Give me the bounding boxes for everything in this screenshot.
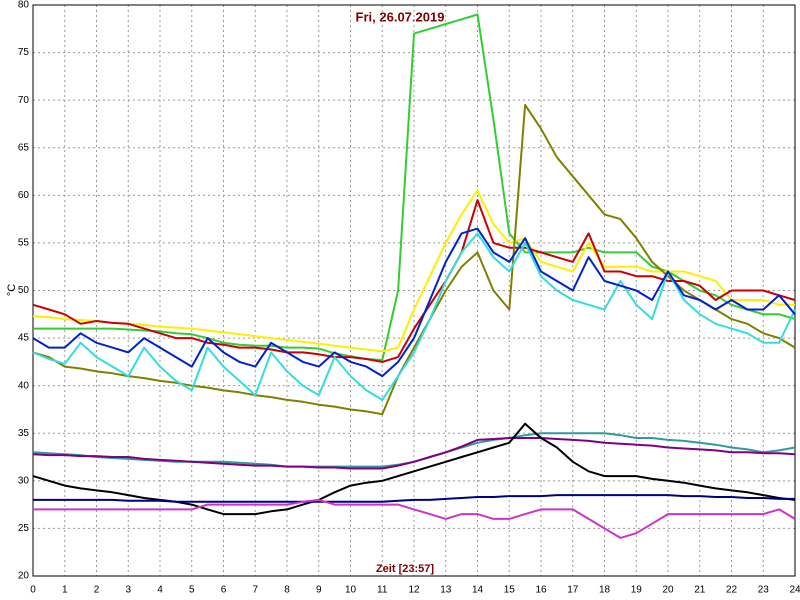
x-tick-label: 9 [316,585,322,596]
y-tick-label: 40 [18,380,30,391]
x-tick-label: 1 [62,585,68,596]
x-tick-label: 14 [472,585,484,596]
x-tick-label: 19 [631,585,643,596]
x-tick-label: 6 [221,585,227,596]
y-tick-label: 45 [18,333,30,344]
y-tick-label: 75 [18,47,30,58]
x-tick-label: 8 [284,585,290,596]
x-tick-label: 24 [789,585,800,596]
data-line [33,498,796,539]
x-tick-label: 12 [408,585,420,596]
x-tick-label: 20 [662,585,674,596]
x-tick-label: 2 [94,585,100,596]
x-tick-label: 7 [252,585,258,596]
y-tick-label: 35 [18,428,30,439]
plot-frame [32,4,796,577]
y-tick-label: 65 [18,142,30,153]
x-tick-label: 5 [189,585,195,596]
x-tick-label: 10 [345,585,357,596]
x-tick-label: 15 [504,585,516,596]
y-tick-label: 80 [18,0,30,11]
x-tick-label: 17 [567,585,579,596]
x-tick-label: 18 [599,585,611,596]
x-axis-label: Zeit [23:57] [376,563,434,575]
x-tick-label: 11 [377,585,388,596]
y-tick-label: 25 [18,523,30,534]
x-tick-label: 16 [535,585,547,596]
x-tick-label: 23 [758,585,770,596]
y-tick-label: 55 [18,238,30,249]
x-tick-label: 13 [440,585,452,596]
y-tick-label: 50 [18,285,30,296]
y-tick-label: 70 [18,95,30,106]
x-tick-label: 4 [157,585,163,596]
data-line [32,199,796,363]
chart-title: Fri, 26.07.2019 [356,9,445,24]
data-line [32,103,796,416]
data-line [33,494,795,503]
x-tick-label: 3 [125,585,131,596]
x-tick-label: 22 [726,585,738,596]
data-line [32,227,796,378]
y-tick-label: 20 [18,571,30,582]
x-tick-label: 0 [30,585,36,596]
x-tick-label: 21 [694,585,706,596]
data-line [32,437,796,470]
y-axis-label: °C [6,284,18,296]
y-tick-label: 30 [18,475,30,486]
y-tick-label: 60 [18,190,30,201]
